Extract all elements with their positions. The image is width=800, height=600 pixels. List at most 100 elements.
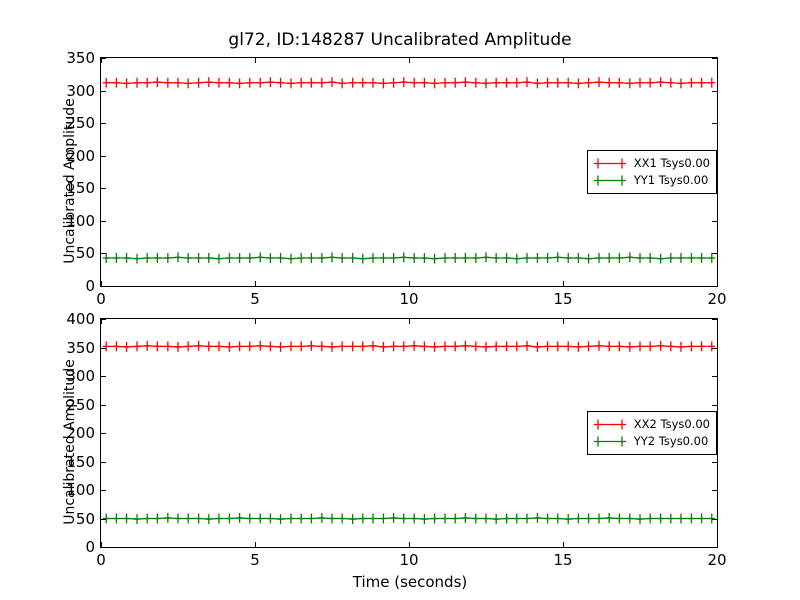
- y-tick: [101, 123, 106, 125]
- y-tick-right: [712, 461, 717, 463]
- y-tick-label: 150: [66, 452, 95, 471]
- series-xx1: [103, 77, 716, 88]
- y-tick-right: [712, 286, 717, 287]
- plot-area-top: [101, 58, 717, 286]
- x-tick: [101, 281, 102, 286]
- legend-item: XX2 Tsys0.00: [593, 416, 710, 433]
- x-tick-label: 20: [707, 290, 727, 308]
- legend-top[interactable]: XX1 Tsys0.00 YY1 Tsys0.00: [586, 150, 717, 194]
- x-tick-top: [563, 319, 564, 324]
- y-tick-label: 100: [66, 481, 95, 499]
- legend-line-marker-icon: [593, 435, 627, 448]
- x-tick: [563, 542, 564, 547]
- x-tick-label: 20: [707, 551, 727, 569]
- y-tick-right: [712, 347, 717, 349]
- subplot-bottom: 0 50 100 150 200 250 300 350 400 0 5 10 15 20 Uncalib…: [62, 310, 727, 591]
- y-tick-right: [712, 319, 717, 320]
- y-tick: [101, 90, 106, 92]
- y-tick-label: 50: [75, 509, 95, 528]
- plot-area-bottom: [101, 319, 717, 547]
- legend-label: YY2 Tsys0.00: [633, 433, 709, 448]
- x-tick-top: [717, 58, 718, 63]
- x-tick-top: [255, 319, 256, 324]
- x-tick: [717, 542, 718, 547]
- x-tick-label: 0: [96, 290, 106, 308]
- x-tick-top: [101, 58, 102, 63]
- data-canvas-top: [101, 58, 717, 286]
- legend-label: XX2 Tsys0.00: [633, 416, 710, 431]
- y-tick-right: [712, 547, 717, 548]
- y-tick: [101, 319, 106, 320]
- legend-line-marker-icon: [593, 157, 627, 170]
- x-tick-top: [409, 58, 410, 63]
- x-tick: [255, 542, 256, 547]
- y-tick-right: [712, 490, 717, 491]
- y-axis-label-bottom: Uncalibrated Amplitude: [62, 359, 78, 525]
- y-tick-right: [712, 123, 717, 125]
- y-tick-label: 300: [66, 81, 95, 100]
- y-tick-right: [712, 58, 717, 59]
- legend-item: YY2 Tsys0.00: [593, 433, 710, 450]
- y-tick: [101, 253, 106, 255]
- y-tick: [101, 220, 106, 222]
- y-tick-label: 0: [85, 277, 95, 295]
- y-tick-right: [712, 376, 717, 377]
- y-tick: [101, 490, 106, 491]
- legend-line-marker-icon: [593, 418, 627, 431]
- subplot-top: 0 50 100 150 200 250 300 350 0 5 10 15 20 Uncalibrat…: [62, 49, 727, 308]
- y-tick-label: 0: [85, 538, 95, 556]
- x-tick-top: [409, 319, 410, 324]
- x-tick-label: 10: [399, 290, 419, 308]
- y-tick: [101, 433, 106, 434]
- y-tick: [101, 518, 106, 520]
- y-tick: [101, 461, 106, 463]
- y-tick: [101, 376, 106, 377]
- x-tick-label: 5: [250, 290, 260, 308]
- legend-bottom[interactable]: XX2 Tsys0.00 YY2 Tsys0.00: [586, 411, 717, 455]
- y-tick-label: 200: [66, 424, 95, 442]
- legend-item: XX1 Tsys0.00: [593, 155, 710, 172]
- y-tick-label: 250: [66, 114, 95, 133]
- y-tick-right: [712, 404, 717, 406]
- y-tick-label: 300: [66, 367, 95, 385]
- y-tick: [101, 347, 106, 349]
- x-tick-label: 0: [96, 551, 106, 569]
- y-tick: [101, 155, 106, 157]
- series-yy1: [103, 252, 716, 263]
- x-tick: [717, 281, 718, 286]
- x-tick-label: 15: [553, 290, 573, 308]
- y-tick: [101, 58, 106, 59]
- y-tick: [101, 547, 106, 548]
- x-tick: [563, 281, 564, 286]
- x-tick-top: [563, 58, 564, 63]
- y-axis-label-top: Uncalibrated Amplitude: [62, 98, 78, 264]
- x-tick: [101, 542, 102, 547]
- x-axis-label: Time (seconds): [352, 573, 468, 591]
- series-xx2: [103, 341, 716, 352]
- y-tick-right: [712, 220, 717, 222]
- x-tick-top: [717, 319, 718, 324]
- y-tick-label: 250: [66, 395, 95, 414]
- x-tick: [409, 542, 410, 547]
- y-tick: [101, 188, 106, 190]
- x-tick-top: [101, 319, 102, 324]
- y-tick-right: [712, 518, 717, 520]
- y-tick-right: [712, 253, 717, 255]
- y-tick-label: 200: [66, 146, 95, 165]
- y-tick-right: [712, 90, 717, 92]
- x-tick-top: [255, 58, 256, 63]
- series-yy2: [103, 513, 716, 524]
- x-tick: [255, 281, 256, 286]
- y-tick-label: 150: [66, 179, 95, 198]
- y-tick-label: 350: [66, 338, 95, 357]
- y-tick-label: 350: [66, 49, 95, 67]
- y-tick-label: 50: [75, 244, 95, 263]
- legend-label: YY1 Tsys0.00: [633, 172, 709, 187]
- y-tick: [101, 404, 106, 406]
- legend-line-marker-icon: [593, 174, 627, 187]
- x-tick-label: 10: [399, 551, 419, 569]
- figure-title: gl72, ID:148287 Uncalibrated Amplitude: [228, 30, 572, 50]
- y-tick-label: 100: [66, 211, 95, 230]
- x-tick-label: 5: [250, 551, 260, 569]
